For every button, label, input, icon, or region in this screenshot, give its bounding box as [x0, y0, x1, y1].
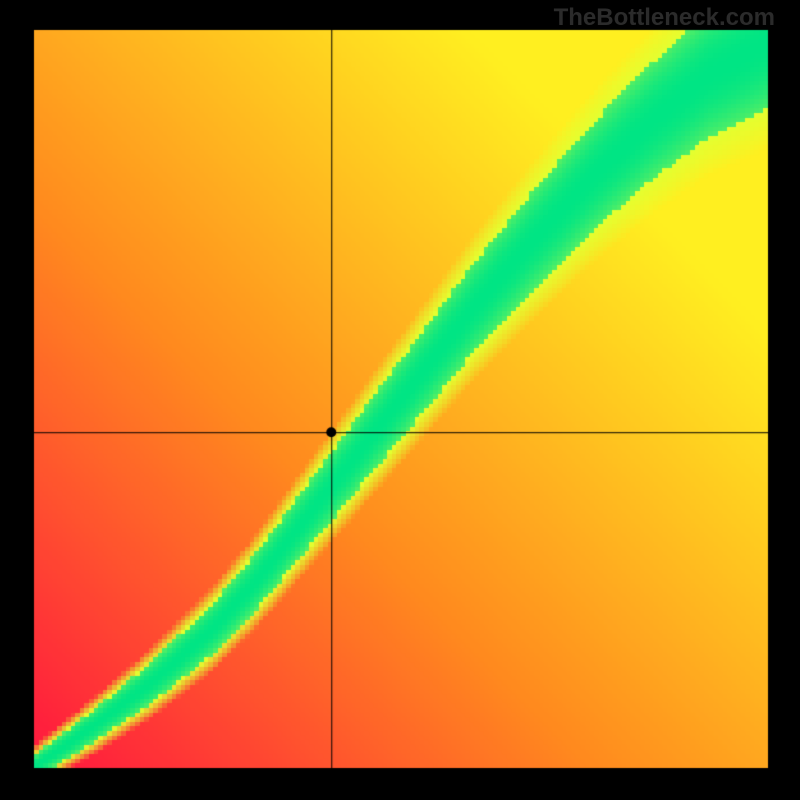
watermark-text: TheBottleneck.com [554, 4, 775, 32]
chart-container: TheBottleneck.com [0, 0, 800, 800]
bottleneck-heatmap [0, 0, 800, 800]
